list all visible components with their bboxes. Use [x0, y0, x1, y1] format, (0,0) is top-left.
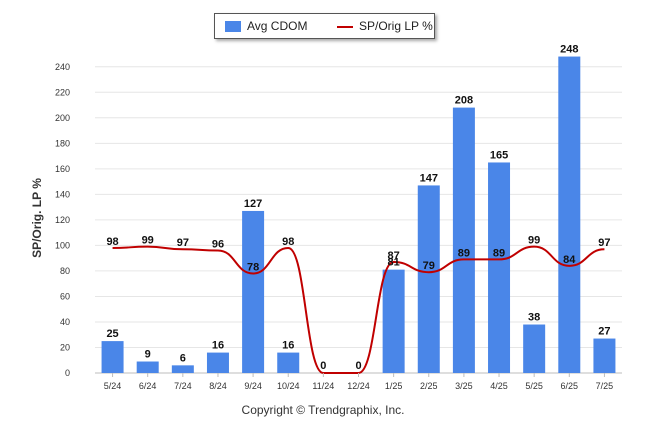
bar-value-label: 16	[282, 340, 294, 352]
bar	[101, 341, 124, 373]
y-axis-ticks: 0 20 40 60 80 100 120 140 160 180 200 220 240	[55, 62, 70, 378]
legend-bar-swatch	[225, 21, 241, 32]
bar-series	[101, 56, 616, 373]
bar	[558, 56, 581, 373]
x-tick-label: 12/24	[347, 381, 370, 391]
line-value-label: 96	[212, 239, 224, 251]
bar-value-label: 25	[106, 328, 118, 340]
y-tick-label: 40	[60, 317, 70, 327]
x-tick-label: 5/24	[104, 381, 122, 391]
y-tick-label: 140	[55, 189, 70, 199]
x-axis-ticks: 5/24 6/24 7/24 8/24 9/24 10/24 11/24 12/24 1/25 2…	[104, 373, 613, 391]
line-value-label: 89	[458, 247, 470, 259]
bar	[206, 352, 229, 373]
bar	[488, 162, 511, 373]
x-tick-label: 11/24	[312, 381, 334, 391]
copyright-footer: Copyright © Trendgraphix, Inc.	[241, 403, 405, 417]
x-tick-label: 10/24	[277, 381, 300, 391]
x-tick-label: 3/25	[455, 381, 473, 391]
line-value-label: 89	[493, 247, 505, 259]
x-tick-label: 6/24	[139, 381, 157, 391]
line-value-label: 79	[423, 260, 435, 272]
line-value-label: 97	[177, 237, 189, 249]
x-tick-label: 6/25	[561, 381, 579, 391]
bar-value-label: 165	[490, 149, 508, 161]
bar	[242, 210, 265, 373]
bar	[136, 361, 159, 373]
bar	[171, 365, 194, 373]
x-tick-label: 7/25	[596, 381, 614, 391]
bar-value-label: 147	[420, 172, 438, 184]
bar-value-label: 38	[528, 312, 540, 324]
bar-value-label: 81	[388, 257, 400, 269]
x-tick-label: 9/24	[244, 381, 262, 391]
gridlines	[95, 66, 622, 374]
bar-value-label: 248	[560, 44, 578, 56]
y-tick-label: 0	[65, 368, 70, 378]
line-value-label: 98	[106, 236, 118, 248]
y-tick-label: 200	[55, 113, 70, 123]
y-tick-label: 160	[55, 164, 70, 174]
y-tick-label: 80	[60, 266, 70, 276]
y-tick-label: 120	[55, 215, 70, 225]
x-tick-label: 4/25	[490, 381, 508, 391]
y-tick-label: 240	[55, 62, 70, 72]
bar	[277, 352, 300, 373]
bar-value-label: 16	[212, 340, 224, 352]
y-tick-label: 20	[60, 342, 70, 352]
bar	[523, 324, 546, 373]
line-value-label: 78	[247, 261, 259, 273]
bar	[417, 185, 440, 373]
line-value-label: 87	[388, 250, 400, 262]
bar	[593, 338, 616, 373]
line-value-label: 98	[282, 236, 294, 248]
line-value-label: 99	[528, 235, 540, 247]
line-value-label: 84	[563, 254, 576, 266]
bar	[452, 107, 475, 373]
bar-value-label: 208	[455, 95, 473, 107]
legend: Avg CDOM SP/Orig LP %	[214, 13, 435, 39]
line-value-label: 97	[598, 237, 610, 249]
bar-value-label: 0	[355, 360, 361, 372]
bar-value-label: 9	[145, 349, 151, 361]
bar-value-label: 127	[244, 198, 262, 210]
x-tick-label: 7/24	[174, 381, 192, 391]
x-tick-label: 8/24	[209, 381, 227, 391]
x-tick-label: 1/25	[385, 381, 403, 391]
bar	[382, 269, 405, 373]
y-tick-label: 100	[55, 240, 70, 250]
line-value-label: 99	[142, 235, 154, 247]
legend-line-swatch	[337, 26, 353, 28]
bar-value-label: 27	[598, 326, 610, 338]
bar-value-label: 6	[180, 352, 186, 364]
x-tick-label: 5/25	[525, 381, 543, 391]
y-axis-label: SP/Orig. LP %	[30, 178, 44, 258]
legend-bar-label: Avg CDOM	[247, 19, 308, 33]
x-tick-label: 2/25	[420, 381, 438, 391]
y-tick-label: 220	[55, 87, 70, 97]
y-tick-label: 180	[55, 138, 70, 148]
legend-line-label: SP/Orig LP %	[359, 19, 433, 33]
bar-value-label: 0	[320, 360, 326, 372]
y-tick-label: 60	[60, 291, 70, 301]
